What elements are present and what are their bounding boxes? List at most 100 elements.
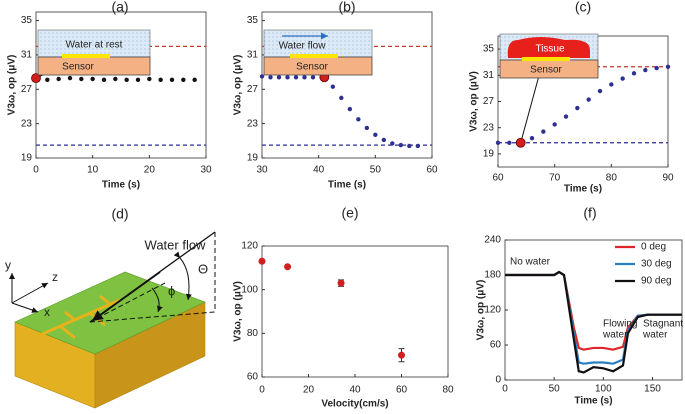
- point: [293, 75, 299, 80]
- point: [192, 77, 197, 83]
- legend-label: 30 deg: [641, 259, 672, 270]
- inset-label: Water at rest: [66, 40, 123, 51]
- y-tick-label: 31: [21, 50, 33, 61]
- y-tick-label: 35: [247, 15, 259, 26]
- x-tick-label: 60: [426, 165, 438, 176]
- angle-arc: [173, 251, 192, 301]
- x-axis-label: Time (s): [102, 180, 140, 191]
- legend-label: 90 deg: [641, 276, 672, 287]
- point: [356, 117, 361, 122]
- legend-label: 0 deg: [641, 242, 666, 253]
- point: [609, 82, 614, 87]
- tissue: [507, 37, 590, 58]
- point: [552, 122, 557, 127]
- dashed-line: [89, 311, 216, 323]
- x-tick-label: 0: [33, 165, 39, 176]
- inset-label: Sensor: [296, 62, 328, 73]
- point: [101, 77, 107, 83]
- x-tick-label: 40: [313, 165, 325, 176]
- panel-label: (f): [583, 205, 596, 221]
- y-tick-label: 19: [483, 149, 495, 160]
- y-tick-label: 0: [495, 375, 501, 386]
- x-tick-label: 90: [662, 173, 674, 184]
- point: [276, 75, 282, 80]
- x-tick-label: 40: [349, 385, 361, 396]
- point: [147, 76, 152, 82]
- x-tick-label: 20: [303, 385, 315, 396]
- annotation: Stagnant: [643, 319, 683, 330]
- point: [259, 74, 265, 79]
- highlight-point: [515, 137, 526, 148]
- axis-arrow: [11, 282, 49, 304]
- y-tick-label: 27: [247, 84, 259, 95]
- point: [302, 75, 307, 80]
- axis-name: z: [52, 270, 58, 284]
- sensor: [37, 56, 151, 76]
- y-tick-label: 19: [247, 153, 259, 164]
- panel-label: (c): [575, 0, 591, 15]
- axis-name: y: [5, 258, 11, 272]
- x-tick-label: 0: [259, 385, 265, 396]
- x-tick-label: 50: [370, 165, 382, 176]
- plot-frame: [35, 11, 207, 159]
- point: [56, 76, 61, 82]
- point: [563, 114, 569, 119]
- point: [364, 125, 370, 131]
- charts: (a)Time (s)V3ω, op (μV)0 10 20 301923273135…: [7, 0, 684, 410]
- panel-label: (a): [111, 0, 128, 15]
- annotation: Flowing: [603, 319, 637, 330]
- point: [398, 351, 405, 359]
- point: [390, 141, 395, 146]
- point: [330, 84, 336, 89]
- x-axis-label: Velocity(cm/s): [321, 399, 388, 410]
- y-tick-label: 240: [484, 235, 501, 246]
- panel-label: (e): [341, 205, 358, 221]
- point: [67, 75, 73, 81]
- x-tick-label: 60: [396, 385, 408, 396]
- point: [124, 77, 129, 83]
- y-tick-label: 19: [21, 153, 33, 164]
- y-tick-label: 180: [484, 270, 501, 281]
- x-axis-label: Time (s): [328, 180, 366, 191]
- point: [586, 97, 591, 102]
- water: [37, 29, 151, 58]
- inset-label: Tissue: [535, 44, 565, 55]
- y-axis-label: V3ω, op (μV): [7, 55, 18, 116]
- x-tick-label: 30: [256, 165, 268, 176]
- point: [258, 257, 266, 265]
- x-tick-label: 100: [595, 384, 612, 395]
- inset-label: Sensor: [530, 65, 562, 76]
- y-axis-label: V3ω, op (μV): [476, 280, 487, 341]
- point: [339, 95, 344, 101]
- inset: Tissue Sensor: [499, 33, 599, 79]
- y-tick-label: 23: [483, 122, 495, 133]
- y-axis-label: V3ω, op (μV): [233, 281, 244, 342]
- series-line: [505, 270, 682, 374]
- pointer-line: [520, 71, 541, 143]
- point: [45, 77, 50, 83]
- y-tick-label: 60: [490, 340, 502, 351]
- point: [169, 77, 175, 83]
- point: [181, 77, 186, 83]
- y-tick-label: 27: [21, 84, 33, 95]
- y-tick-label: 60: [247, 372, 259, 383]
- inset-label: Sensor: [62, 62, 94, 73]
- dashed-line: [89, 282, 166, 323]
- angle-arc: [151, 287, 163, 313]
- x-tick-label: 30: [200, 165, 212, 176]
- point: [541, 129, 546, 134]
- x-tick-label: 10: [87, 165, 99, 176]
- angle-label: ϕ: [168, 283, 175, 298]
- y-tick-label: 35: [21, 15, 33, 26]
- point: [495, 140, 501, 145]
- y-tick-label: 31: [483, 70, 495, 81]
- inset: Water flow Sensor: [263, 29, 373, 76]
- point: [665, 64, 671, 69]
- point: [654, 65, 659, 71]
- x-tick-label: 60: [492, 173, 504, 184]
- y-axis-label: V3ω, op (μV): [233, 55, 244, 116]
- point: [79, 76, 84, 82]
- point: [268, 75, 273, 80]
- annotation: water: [642, 330, 668, 341]
